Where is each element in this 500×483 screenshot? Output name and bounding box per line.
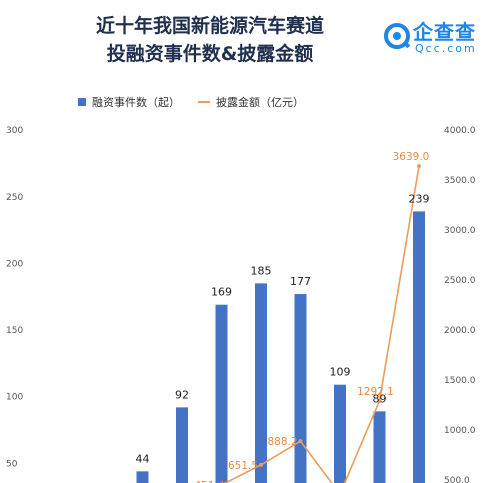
bar	[334, 384, 346, 483]
qcc-logo-icon	[384, 23, 411, 49]
bar-value-label: 89	[373, 392, 387, 405]
line-point	[259, 462, 263, 467]
line-value-label: 3639.0	[393, 151, 430, 163]
qcc-logo: 企查查 Qcc.com	[383, 18, 495, 62]
legend-swatch-bars	[78, 98, 86, 106]
y-left-tick-label: 50	[6, 459, 18, 469]
bar-series	[136, 211, 425, 483]
y-left-tick-label: 150	[6, 326, 23, 336]
y-right-tick-label: 1000.0	[444, 426, 476, 436]
bar	[413, 211, 425, 483]
bar	[373, 411, 386, 483]
y-right-tick-label: 3000.0	[444, 226, 476, 236]
logo-domain: Qcc.com	[415, 42, 477, 55]
y-left-tick-label: 300	[6, 126, 23, 136]
y-left-tick-label: 200	[6, 259, 23, 269]
legend-label-bars: 融资事件数（起）	[92, 96, 180, 109]
y-left-axis: 50 100 150 200 250 300	[6, 126, 23, 469]
bar	[294, 294, 307, 483]
line-point	[298, 439, 303, 444]
y-right-tick-label: 2500.0	[444, 276, 476, 286]
legend-item-line: 披露金额（亿元）	[198, 94, 304, 110]
chart-title-line-1: 近十年我国新能源汽车赛道	[95, 15, 324, 37]
legend-label-line: 披露金额（亿元）	[216, 96, 304, 109]
legend-item-bars: 融资事件数（起）	[78, 94, 180, 110]
y-right-tick-label: 4000.0	[444, 126, 476, 136]
bar-value-label: 239	[409, 192, 430, 205]
bar-value-label: 92	[175, 388, 189, 401]
bar-value-label: 44	[136, 452, 150, 465]
y-right-tick-label: 2000.0	[444, 326, 476, 336]
y-right-axis: 500.0 1000.0 1500.0 2000.0 2500.0 3000.0 3500.…	[444, 126, 476, 483]
y-right-tick-label: 3500.0	[444, 176, 476, 186]
bar-labels: 44 92 169 185 177 109 89 239	[136, 192, 430, 465]
y-left-tick-label: 250	[6, 193, 23, 203]
chart-title: 近十年我国新能源汽车赛道 投融资事件数&披露金额	[40, 12, 380, 68]
y-right-tick-label: 1500.0	[444, 376, 476, 386]
bar-value-label: 169	[211, 286, 232, 299]
line-value-label: 888.2	[267, 436, 297, 448]
line-labels: 451.4 651.5 888.2 1292.1 3639.0	[194, 151, 429, 483]
line-point	[377, 398, 382, 403]
y-right-tick-label: 500.0	[444, 476, 470, 483]
y-left-tick-label: 100	[6, 393, 23, 403]
chart-title-line-2: 投融资事件数&披露金额	[106, 43, 314, 65]
bar	[215, 304, 228, 483]
bar-value-label: 185	[251, 264, 272, 277]
bar-value-label: 109	[330, 366, 351, 379]
chart-legend: 融资事件数（起） 披露金额（亿元）	[78, 94, 322, 110]
line-value-label: 1292.1	[357, 386, 394, 398]
bar	[176, 407, 188, 483]
logo-name: 企查查	[413, 20, 476, 44]
line-series	[220, 164, 421, 483]
line-value-label: 451.4	[194, 480, 224, 483]
line-value-label: 651.5	[228, 460, 258, 472]
bar	[255, 283, 267, 483]
bar-value-label: 177	[290, 275, 311, 288]
line-point	[417, 164, 421, 169]
bar	[136, 471, 149, 483]
legend-swatch-line	[198, 101, 210, 103]
